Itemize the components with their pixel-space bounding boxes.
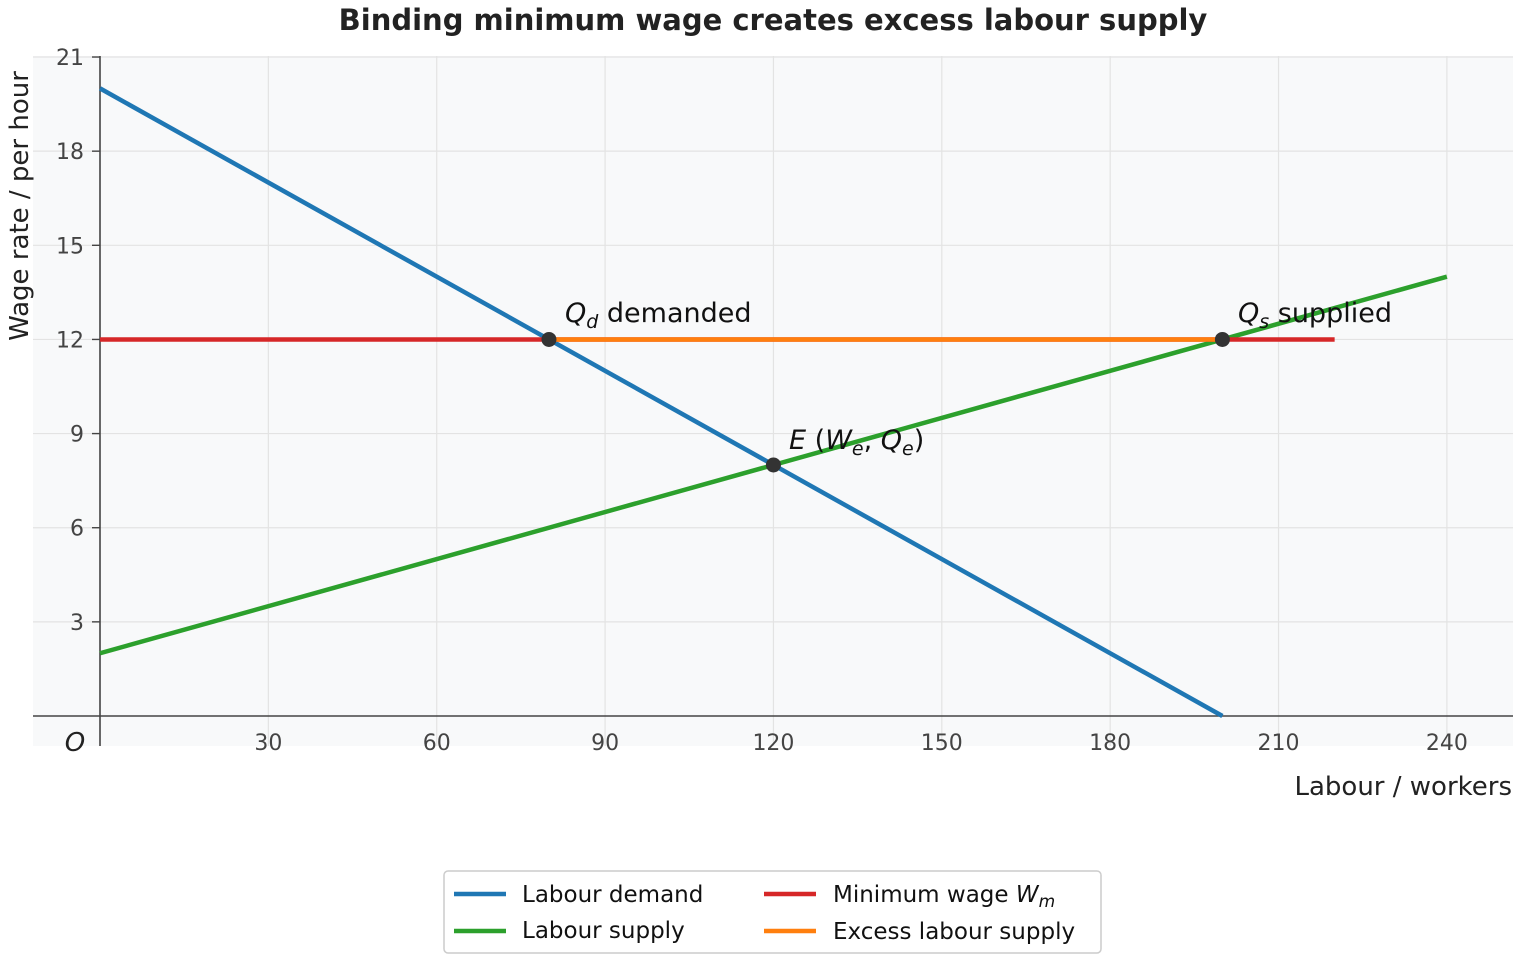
marked-points — [541, 331, 1230, 473]
annotation-equilibrium: E (We, Qe) — [789, 425, 924, 460]
x-tick-label: 30 — [254, 731, 282, 756]
x-axis-label: Labour / workers — [1294, 772, 1512, 802]
y-tick-label: 6 — [70, 517, 84, 542]
x-tick-label: 210 — [1258, 731, 1300, 756]
x-tick-label: 240 — [1426, 731, 1468, 756]
y-tick-label: 9 — [70, 423, 84, 448]
point-marker — [765, 457, 781, 473]
ticks: 30 60 90 120 150 180 210 240 3 6 9 12 15 18 21 — [56, 46, 1468, 756]
legend-label-minimum-wage: Minimum wage Wm — [833, 882, 1055, 912]
y-tick-label: 18 — [56, 140, 84, 165]
chart-title: Binding minimum wage creates excess labo… — [339, 3, 1208, 37]
annotations: Qd demanded Qs supplied E (We, Qe) — [565, 298, 1392, 460]
legend-box — [443, 870, 1102, 954]
annotation-qs: Qs supplied — [1238, 298, 1392, 333]
series-line-labour-demand — [98, 86, 1224, 718]
legend-label-supply: Labour supply — [522, 918, 685, 944]
x-tick-label: 60 — [423, 731, 451, 756]
y-tick-label: 15 — [56, 234, 84, 259]
x-tick-label: 90 — [591, 731, 619, 756]
origin-label: O — [65, 728, 85, 758]
grid — [33, 56, 1513, 746]
axes — [33, 56, 1513, 746]
y-tick-label: 21 — [56, 46, 84, 71]
legend: Labour demand Labour supply Minimum wage… — [443, 870, 1102, 954]
annotation-qd: Qd demanded — [565, 298, 752, 333]
legend-label-demand: Labour demand — [522, 882, 703, 908]
x-tick-label: 150 — [921, 731, 963, 756]
y-tick-label: 3 — [70, 611, 84, 636]
point-marker — [1214, 331, 1230, 347]
y-axis-label: Wage rate / per hour — [5, 71, 35, 341]
y-tick-label: 12 — [56, 328, 84, 353]
legend-label-excess: Excess labour supply — [833, 919, 1075, 945]
x-tick-label: 180 — [1089, 731, 1131, 756]
point-marker — [541, 331, 557, 347]
x-tick-label: 120 — [752, 731, 794, 756]
